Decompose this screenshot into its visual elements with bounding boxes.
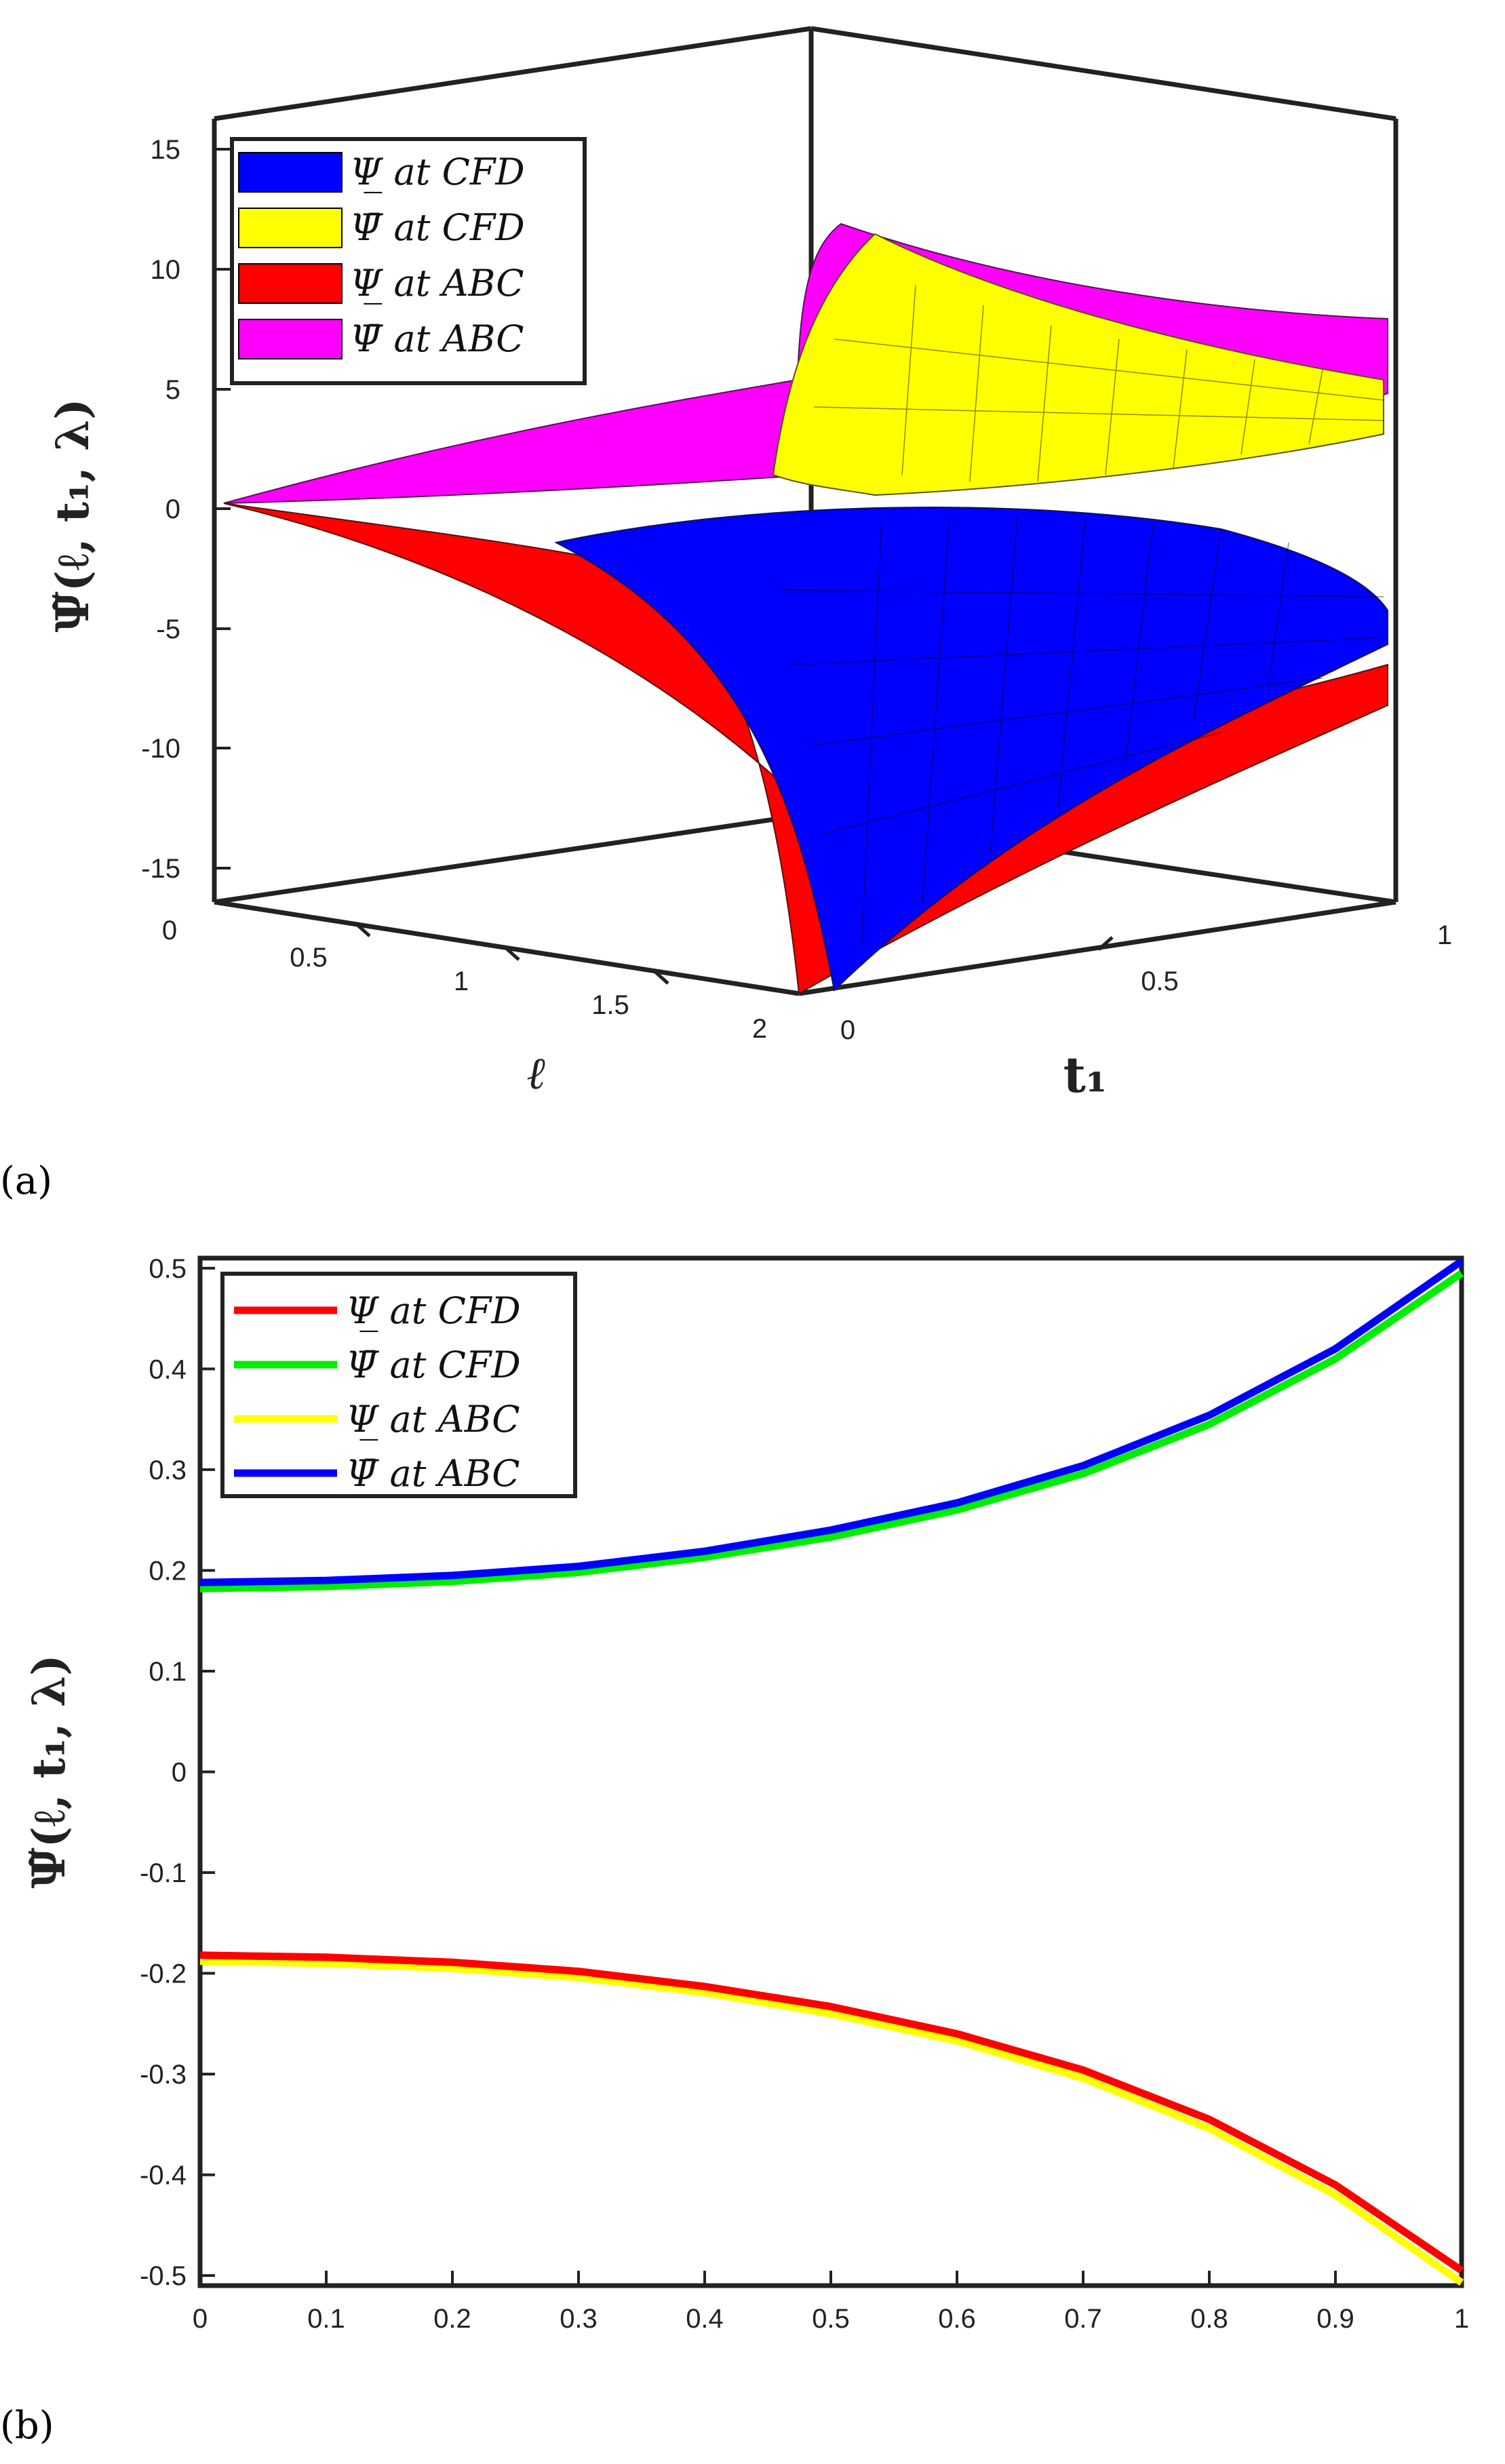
z-axis-label: Ψ̃(ℓ, t₁, λ) (46, 398, 99, 632)
l-tick-label: 2 (752, 1014, 767, 1044)
box-floor-back-left (214, 811, 812, 905)
box-back-top-edge (214, 26, 812, 121)
t1-tick-label: 0.5 (1141, 966, 1179, 996)
legend-panel-b: Ψ̲ at CFD Ψ̄ at CFD Ψ̲ at ABC Ψ̄ at ABC (220, 1272, 577, 1498)
legend-label: Ψ̄ at ABC (350, 317, 524, 360)
y-tick-label: 0.5 (149, 1254, 187, 1284)
legend-label: Ψ̲ at ABC (350, 262, 524, 305)
l-axis-label: ℓ (526, 1047, 545, 1099)
box-back-top-edge-right (810, 26, 1396, 121)
legend-swatch (238, 152, 343, 193)
y-tick-label: 0 (172, 1758, 187, 1788)
x-tick-label: 0.9 (1316, 2304, 1354, 2334)
x-tick-label: 0 (193, 2304, 208, 2334)
x-axis-ticks: 0 0.1 0.2 0.3 0.4 0.5 0.6 0.7 0.8 0.9 1 (193, 2271, 1469, 2334)
x-tick-label: 0.6 (938, 2304, 976, 2334)
panel-a-label: (a) (0, 1159, 52, 1203)
series-line-psi-upper-abc (199, 1257, 1464, 1586)
legend-label: Ψ̲ at CFD (350, 151, 525, 193)
x-tick-label: 0.3 (560, 2304, 598, 2334)
y-tick-label: -0.2 (140, 1959, 187, 1989)
y-tick-label: 0.4 (149, 1354, 187, 1384)
y-tick-label: 0.3 (149, 1455, 187, 1485)
t1-tick-label: 1 (1437, 920, 1452, 950)
panel-b-label: (b) (0, 2404, 54, 2448)
z-tick-label: 10 (151, 255, 181, 285)
t1-axis-label: t₁ (1063, 1046, 1108, 1103)
panel-b-line-chart: 0.50.40.30.20.10-0.1-0.2-0.3-0.4-0.5 0 0.… (0, 1254, 1469, 2448)
legend-label: Ψ̄ at CFD (350, 206, 525, 249)
y-axis-ticks: 0.5 0.4 0.3 0.2 0.1 0 -0.1 -0.2 -0.3 -0.4 -0.5 (140, 1254, 215, 2291)
z-tick-label: -5 (156, 614, 180, 644)
x-tick-label: 0.4 (686, 2304, 724, 2334)
surface-psi-lower-cfd (554, 506, 1388, 992)
series-line-psi-upper-cfd (199, 1270, 1464, 1592)
l-tick-label: 1 (454, 966, 469, 996)
t1-axis-ticks: 0 0.5 1 (840, 920, 1452, 1045)
legend-swatch (238, 319, 343, 359)
legend-label: Ψ̲ at ABC (346, 1398, 520, 1441)
z-tick-label: -10 (141, 734, 180, 764)
legend-swatch (238, 208, 343, 248)
surface-psi-upper-cfd (772, 233, 1384, 496)
l-tick-label: 1.5 (591, 990, 629, 1020)
z-axis-ticks: 15 10 5 0 -5 -10 -15 (141, 135, 231, 884)
l-tick-label: 0 (162, 916, 177, 945)
legend-swatch (238, 263, 343, 304)
l-tick-label: 0.5 (290, 943, 328, 973)
legend-label: Ψ̲ at CFD (346, 1289, 521, 1332)
y-tick-label: 0.1 (149, 1657, 187, 1687)
y-axis-label: Ψ̃(ℓ, t₁, λ) (22, 1654, 75, 1888)
y-tick-label: -0.4 (140, 2161, 187, 2191)
t1-axis-line (798, 899, 1396, 996)
y-tick-label: -0.5 (140, 2261, 187, 2291)
z-tick-label: 15 (151, 135, 181, 165)
x-tick-label: 0.7 (1064, 2304, 1102, 2334)
x-tick-label: 0.1 (307, 2304, 345, 2334)
x-tick-label: 0.2 (433, 2304, 471, 2334)
z-tick-label: 5 (165, 375, 180, 405)
l-axis-ticks: 0 0.5 1 1.5 2 (162, 916, 767, 1044)
y-tick-label: 0.2 (149, 1556, 187, 1586)
t1-tick-label: 0 (840, 1015, 855, 1045)
legend-panel-a: Ψ̲ at CFD Ψ̄ at CFD Ψ̲ at ABC Ψ̄ at ABC (230, 137, 587, 385)
y-tick-label: -0.3 (140, 2060, 187, 2090)
legend-label: Ψ̄ at ABC (346, 1452, 520, 1495)
z-tick-label: -15 (141, 854, 180, 884)
x-tick-label: 0.5 (812, 2304, 850, 2334)
series-line-psi-lower-cfd (199, 1951, 1464, 2274)
y-tick-label: -0.1 (140, 1858, 187, 1888)
series-lines (199, 1257, 1464, 2286)
x-tick-label: 1 (1454, 2304, 1469, 2334)
x-tick-label: 0.8 (1190, 2304, 1228, 2334)
panel-a-surface-chart: 15 10 5 0 -5 -10 -15 (0, 26, 1452, 1203)
z-tick-label: 0 (165, 494, 180, 524)
legend-label: Ψ̄ at CFD (346, 1344, 521, 1386)
surface-mesh (779, 284, 1384, 950)
series-line-psi-lower-abc (199, 1957, 1464, 2286)
